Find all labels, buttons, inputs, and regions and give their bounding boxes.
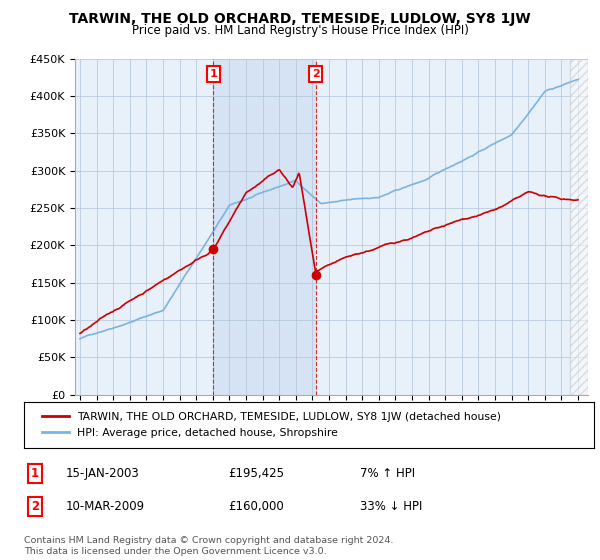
Text: 10-MAR-2009: 10-MAR-2009 (66, 500, 145, 514)
Text: £195,425: £195,425 (228, 466, 284, 480)
Text: £160,000: £160,000 (228, 500, 284, 514)
Bar (214, 59, 316, 395)
Bar (570, 59, 588, 395)
Text: 2: 2 (31, 500, 39, 514)
Text: 33% ↓ HPI: 33% ↓ HPI (360, 500, 422, 514)
Text: 7% ↑ HPI: 7% ↑ HPI (360, 466, 415, 480)
Legend: TARWIN, THE OLD ORCHARD, TEMESIDE, LUDLOW, SY8 1JW (detached house), HPI: Averag: TARWIN, THE OLD ORCHARD, TEMESIDE, LUDLO… (35, 405, 508, 445)
Text: 1: 1 (209, 69, 217, 79)
Text: 1: 1 (31, 466, 39, 480)
Text: TARWIN, THE OLD ORCHARD, TEMESIDE, LUDLOW, SY8 1JW: TARWIN, THE OLD ORCHARD, TEMESIDE, LUDLO… (69, 12, 531, 26)
Text: 2: 2 (311, 69, 319, 79)
Text: Contains HM Land Registry data © Crown copyright and database right 2024.
This d: Contains HM Land Registry data © Crown c… (24, 536, 394, 556)
Text: Price paid vs. HM Land Registry's House Price Index (HPI): Price paid vs. HM Land Registry's House … (131, 24, 469, 36)
Text: 15-JAN-2003: 15-JAN-2003 (66, 466, 140, 480)
